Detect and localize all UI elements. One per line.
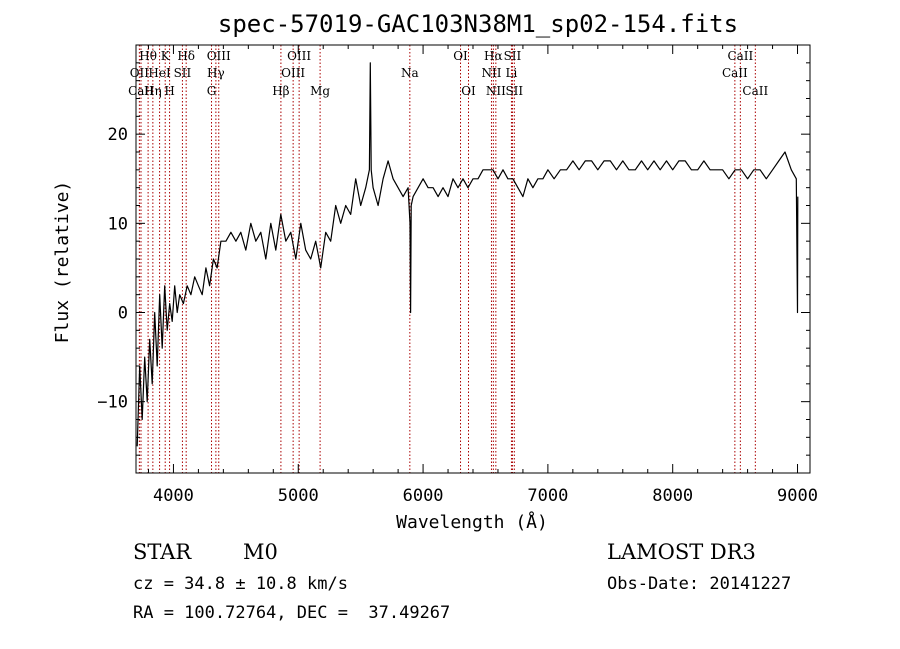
line-label-13: OIII <box>287 49 311 63</box>
line-label-16: Na <box>401 66 419 80</box>
line-label-19: Hα <box>484 49 503 63</box>
line-label-5: Hη <box>144 84 162 98</box>
line-label-11: G <box>207 84 217 98</box>
object-subclass: M0 <box>243 540 278 564</box>
line-label-6: H <box>164 84 174 98</box>
y-tick-label-1: 0 <box>118 304 128 324</box>
line-label-23: Li <box>506 66 518 80</box>
y-tick-label-2: 10 <box>108 214 128 234</box>
line-label-7: SII <box>174 66 192 80</box>
line-label-4: HeI <box>148 66 171 80</box>
line-label-18: OI <box>461 84 476 98</box>
line-label-24: SII <box>505 84 523 98</box>
x-tick-label-3: 7000 <box>527 486 568 506</box>
observation-date: Obs-Date: 20141227 <box>607 574 792 594</box>
x-tick-label-2: 6000 <box>403 486 444 506</box>
spectrum-series-line <box>136 62 799 447</box>
y-tick-label-0: −10 <box>97 393 128 413</box>
x-axis: 4000 5000 6000 7000 8000 9000 <box>147 45 818 506</box>
line-label-0: Hθ <box>139 49 157 63</box>
x-tick-label-1: 5000 <box>278 486 319 506</box>
coordinates: RA = 100.72764, DEC = 37.49267 <box>133 603 451 623</box>
line-label-3: K <box>161 49 171 63</box>
y-tick-label-3: 20 <box>108 125 128 145</box>
line-label-1: OII <box>130 66 150 80</box>
x-tick-label-0: 4000 <box>153 486 194 506</box>
line-label-2: CaII <box>128 84 154 98</box>
line-label-12: Hβ <box>272 84 289 98</box>
line-label-10: Hγ <box>207 66 225 80</box>
line-label-27: CaII <box>742 84 768 98</box>
chart-title: spec-57019-GAC103N38M1_sp02-154.fits <box>218 10 738 38</box>
x-tick-label-4: 8000 <box>652 486 693 506</box>
redshift-velocity: cz = 34.8 ± 10.8 km/s <box>133 574 348 594</box>
object-class: STAR <box>133 540 192 564</box>
line-label-9: OIII <box>207 49 231 63</box>
survey-name: LAMOST DR3 <box>607 540 756 564</box>
line-label-8: Hδ <box>177 49 195 63</box>
line-label-15: Mg <box>310 84 330 98</box>
line-label-26: CaII <box>722 66 748 80</box>
x-tick-label-5: 9000 <box>777 486 818 506</box>
x-axis-label: Wavelength (Å) <box>396 511 548 533</box>
y-axis: −10 0 10 20 <box>97 62 810 456</box>
plot-frame <box>135 44 811 474</box>
line-label-14: OIII <box>281 66 305 80</box>
line-label-17: OI <box>453 49 468 63</box>
y-axis-label: Flux (relative) <box>52 181 73 344</box>
spectral-line-markers <box>138 45 756 473</box>
line-label-21: NII <box>486 84 506 98</box>
line-label-22: SII <box>504 49 522 63</box>
line-label-20: NII <box>481 66 501 80</box>
line-label-25: CaII <box>727 49 753 63</box>
